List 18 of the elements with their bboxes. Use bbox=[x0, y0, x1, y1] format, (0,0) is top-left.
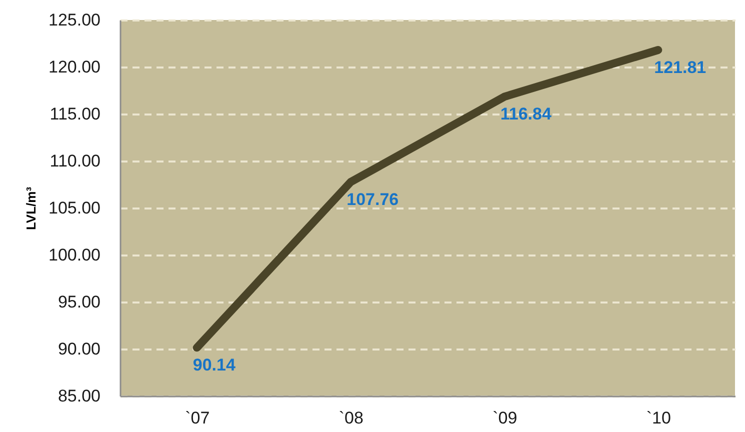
x-tick-label: `08 bbox=[338, 408, 364, 428]
y-tick-label: 90.00 bbox=[58, 340, 100, 358]
data-label: 116.84 bbox=[500, 104, 552, 124]
x-tick-label: `07 bbox=[185, 408, 210, 428]
x-tick-label: `09 bbox=[492, 408, 518, 428]
y-tick-label: 125.00 bbox=[48, 10, 100, 30]
y-tick-label: 105.00 bbox=[48, 198, 100, 218]
y-tick-label: 85.00 bbox=[58, 386, 100, 406]
y-tick-label: 100.00 bbox=[48, 246, 100, 264]
x-tick-label: `10 bbox=[646, 408, 671, 428]
data-label: 107.76 bbox=[346, 190, 399, 210]
data-label: 90.14 bbox=[192, 356, 236, 375]
y-tick-label: 115.00 bbox=[50, 104, 100, 124]
y-axis-title: LVL/m³ bbox=[24, 186, 39, 230]
y-tick-label: 95.00 bbox=[58, 292, 100, 312]
y-tick-label: 120.00 bbox=[48, 58, 100, 76]
y-tick-label: 110.00 bbox=[50, 152, 100, 170]
data-label: 121.81 bbox=[654, 58, 706, 77]
